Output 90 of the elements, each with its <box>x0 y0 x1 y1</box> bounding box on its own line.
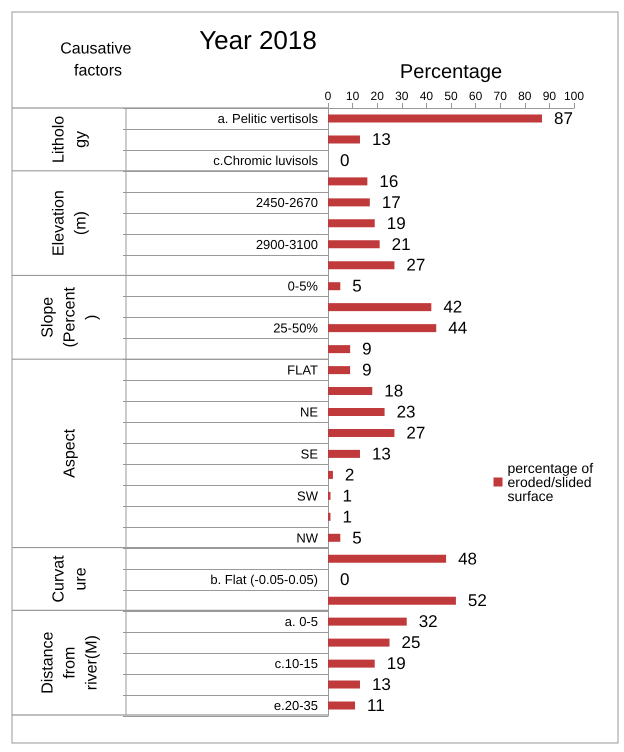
data-label: 48 <box>458 549 477 568</box>
bar <box>328 198 370 206</box>
bar <box>328 428 394 437</box>
legend-label: percentage of eroded/slided surface <box>507 460 598 504</box>
y-tick-label: FLAT <box>287 362 318 378</box>
bar <box>328 366 350 374</box>
bar <box>328 534 340 542</box>
bar <box>328 702 356 710</box>
text: Elevation (m) <box>50 190 90 256</box>
y-axis-title: Causative factors <box>60 40 136 80</box>
y-tick-label: SW <box>297 488 319 504</box>
bar <box>328 638 390 647</box>
x-axis-title: Percentage <box>400 61 502 83</box>
bar <box>328 303 432 312</box>
x-tick-label: 50 <box>444 89 458 103</box>
bar <box>328 450 360 458</box>
data-label: 16 <box>379 172 398 191</box>
y-tick-label: SE <box>300 446 318 462</box>
bar <box>328 596 456 605</box>
data-label: 5 <box>352 528 362 548</box>
chart-title: Year 2018 <box>199 25 317 55</box>
y-tick-label: e.20-35 <box>274 698 318 714</box>
x-tick-label: 60 <box>468 89 483 103</box>
x-tick-label: 70 <box>494 89 508 103</box>
data-label: 13 <box>372 444 391 464</box>
y-tick-label: 0-5% <box>288 278 318 294</box>
y-tick-label: c.10-15 <box>274 656 318 672</box>
data-label: 11 <box>367 696 385 716</box>
text: Curvat ure <box>50 554 90 603</box>
x-tick-label: 30 <box>395 89 409 103</box>
data-label: 27 <box>406 256 426 275</box>
y-tick-label: b. Flat (-0.05-0.05) <box>210 572 318 588</box>
data-label: 44 <box>448 318 468 338</box>
data-label: 2 <box>344 465 354 484</box>
data-label: 0 <box>340 570 350 590</box>
bar <box>328 240 380 248</box>
text: Slope (Percent ) <box>40 286 100 348</box>
bar <box>328 660 375 668</box>
y-tick-label: 25-50% <box>273 320 318 336</box>
data-label: 18 <box>384 382 404 401</box>
data-label: 9 <box>362 360 372 380</box>
data-label: 1 <box>342 486 352 506</box>
bar <box>328 680 360 689</box>
data-label: 1 <box>342 507 352 526</box>
x-tick-label: 10 <box>346 89 360 103</box>
y-tick-label: NE <box>300 404 318 420</box>
bar <box>328 177 368 186</box>
y-tick-label: c.Chromic luvisols <box>213 152 318 168</box>
data-label: 17 <box>382 192 401 212</box>
y-tick-label: 2450-2670 <box>256 194 318 210</box>
data-label: 13 <box>372 130 391 149</box>
bar <box>328 387 372 396</box>
y-tick-label: 2900-3100 <box>256 236 318 252</box>
bar <box>328 345 350 354</box>
bar <box>328 618 407 626</box>
x-tick-label: 80 <box>518 89 532 103</box>
data-label: 0 <box>340 150 350 170</box>
bar <box>328 408 385 416</box>
x-tick-label: 20 <box>370 89 384 103</box>
data-label: 27 <box>406 423 426 442</box>
data-label: 13 <box>372 675 391 694</box>
y-tick-label: a. Pelitic vertisols <box>218 110 318 126</box>
data-label: 32 <box>418 612 438 632</box>
text: Litholo gy <box>50 116 90 163</box>
text: Aspect <box>62 428 78 478</box>
data-label: 23 <box>396 402 416 422</box>
bar <box>328 261 394 270</box>
y-tick-label: NW <box>296 530 319 546</box>
data-label: 52 <box>468 591 487 610</box>
y-tick-label: a. 0-5 <box>284 614 318 630</box>
data-label: 9 <box>362 340 372 359</box>
bar <box>328 219 375 228</box>
x-tick-label: 0 <box>324 89 332 103</box>
bar <box>328 282 340 290</box>
bar <box>328 324 436 332</box>
data-label: 21 <box>392 234 411 254</box>
text: Distance from river(M) <box>40 631 100 694</box>
bar <box>328 135 360 144</box>
data-label: 87 <box>554 108 573 128</box>
x-tick-label: 100 <box>564 89 584 103</box>
bar <box>328 554 446 563</box>
data-label: 19 <box>386 214 406 233</box>
data-label: 5 <box>352 276 362 296</box>
x-tick-label: 40 <box>420 89 434 103</box>
data-label: 42 <box>443 298 462 317</box>
data-label: 19 <box>386 654 406 674</box>
data-label: 25 <box>402 633 420 652</box>
bar <box>328 470 333 479</box>
bar <box>328 114 542 122</box>
x-tick-label: 90 <box>542 89 556 103</box>
